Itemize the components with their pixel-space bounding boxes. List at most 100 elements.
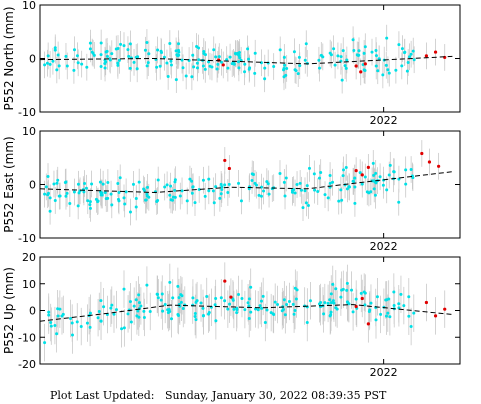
data-point [284,176,288,180]
data-point [331,299,335,303]
data-point [226,191,230,195]
data-point [412,58,416,62]
outlier-point [366,322,370,326]
data-point [329,301,333,305]
y-tick-label: -10 [18,232,36,245]
data-point [412,311,416,315]
data-point [357,53,361,57]
data-point [122,44,126,48]
data-point [293,191,297,195]
data-point [387,173,391,177]
data-point [378,175,382,179]
data-point [340,78,344,82]
data-point [46,175,50,179]
data-point [145,192,149,196]
data-point [106,181,110,185]
data-point [409,168,413,172]
data-point [407,295,411,299]
data-point [323,301,327,305]
data-point [334,306,338,310]
data-point [145,64,149,68]
data-point [75,320,79,324]
data-point [118,176,122,180]
data-point [176,313,180,317]
data-point [408,55,412,59]
data-point [319,171,323,175]
data-point [296,72,300,76]
outlier-point [443,307,447,311]
data-point [53,324,57,328]
data-point [227,182,231,186]
data-point [145,283,149,287]
data-point [313,188,317,192]
data-point [159,298,163,302]
data-point [55,332,59,336]
data-point [43,341,47,345]
data-point [397,302,401,306]
data-point [181,307,185,311]
data-point [234,52,238,56]
data-point [262,189,266,193]
data-point [128,66,132,70]
data-point [272,65,276,69]
outlier-point [227,166,231,171]
data-point [94,197,98,201]
data-point [247,297,251,301]
data-point [174,78,178,82]
data-point [173,188,177,192]
data-point [326,196,330,200]
data-point [290,190,294,194]
data-point [403,50,407,54]
data-point [129,320,133,324]
data-point [394,68,398,72]
data-point [112,312,116,316]
data-point [191,296,195,300]
data-point [139,304,143,308]
outlier-point [437,164,441,168]
data-point [43,63,47,67]
data-point [90,50,94,54]
data-point [132,304,136,308]
data-point [119,42,123,46]
data-point [250,178,254,182]
data-point [352,48,356,52]
data-point [213,303,217,307]
data-point [243,308,247,312]
data-point [99,191,103,195]
data-point [298,64,302,68]
data-point [197,58,201,62]
data-point [263,320,267,324]
data-point [101,182,105,186]
data-point [103,61,107,65]
data-point [243,62,247,66]
plot-frame [39,256,461,365]
data-point [79,325,83,329]
data-point [49,321,53,325]
data-point [249,310,253,314]
data-point [64,194,68,198]
data-point [297,55,301,59]
data-point [137,293,141,297]
data-point [166,311,170,315]
data-point [56,307,60,311]
data-point [345,187,349,191]
y-tick-label: -10 [18,331,36,344]
data-point [156,292,160,296]
data-point [98,180,102,184]
data-point [201,306,205,310]
data-point [282,180,286,184]
data-point [375,295,379,299]
data-point [70,321,74,325]
data-point [57,194,61,198]
data-point [276,302,280,306]
panel-east: 10 0 -10 2022 P552 East (mm) [2,125,461,253]
outlier-point [363,62,367,66]
data-point [329,292,333,296]
data-point [293,309,297,312]
data-point [374,48,378,52]
data-point [92,53,96,57]
data-point [379,312,383,316]
data-point [353,201,357,205]
data-point [322,312,326,316]
